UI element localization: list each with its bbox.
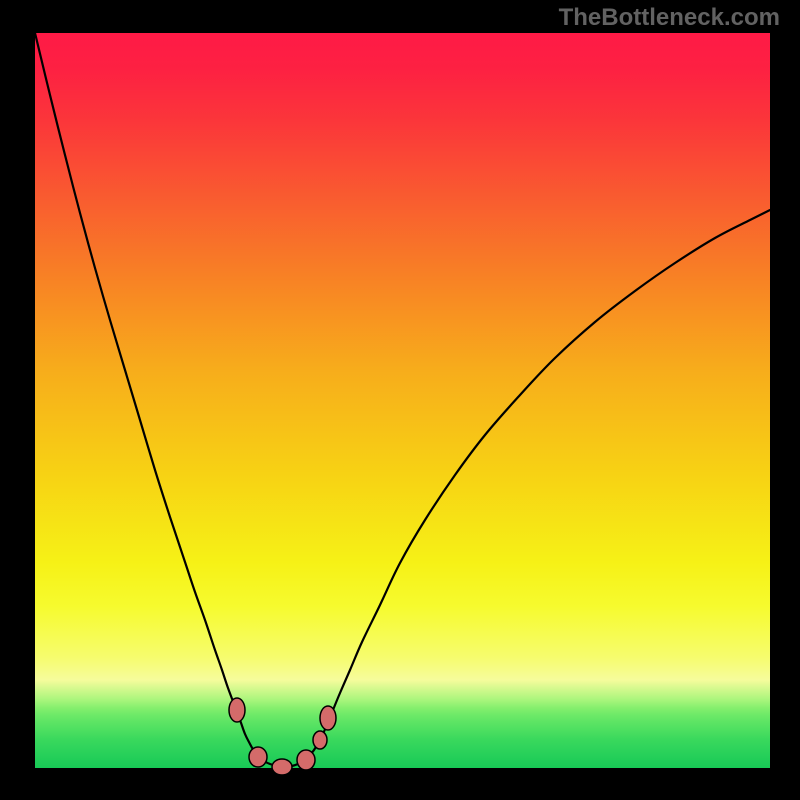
watermark-text: TheBottleneck.com (559, 4, 780, 32)
figure-root: TheBottleneck.com (0, 0, 800, 800)
plot-background (35, 33, 770, 768)
